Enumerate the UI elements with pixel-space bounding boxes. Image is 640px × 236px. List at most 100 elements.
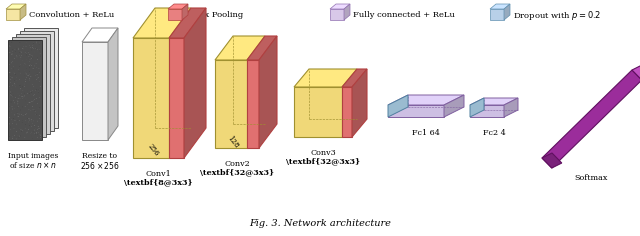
Point [33,48,43,52]
Point [5,45,15,48]
Point [21,43,31,47]
Point [20,84,30,88]
Point [28,130,38,133]
Point [20,94,30,98]
Polygon shape [470,105,504,117]
Polygon shape [184,8,206,158]
Point [6,110,17,114]
Polygon shape [24,28,58,128]
Text: 256: 256 [146,142,161,158]
Point [20,79,31,83]
Point [13,91,23,95]
Point [10,76,20,80]
Point [24,117,34,121]
Point [29,124,40,128]
Polygon shape [133,8,191,38]
Point [13,96,23,100]
Point [29,128,40,132]
Point [8,84,18,88]
Point [15,96,26,100]
Point [20,135,30,139]
Point [32,71,42,75]
Point [17,97,28,101]
Text: Fully connected + ReLu: Fully connected + ReLu [353,11,455,19]
Point [6,100,16,103]
Point [15,83,26,87]
Point [35,133,45,136]
Point [7,59,17,63]
Point [33,87,44,91]
Point [35,49,45,53]
Point [25,57,35,61]
Point [6,93,17,97]
Point [13,113,24,117]
Point [8,137,18,141]
Point [12,75,22,79]
Polygon shape [82,28,118,42]
Point [6,53,17,57]
Point [22,130,33,134]
Polygon shape [294,69,357,87]
Point [13,133,23,137]
Polygon shape [247,60,259,148]
Point [34,125,44,128]
Point [22,58,32,61]
Polygon shape [632,65,640,80]
Polygon shape [388,105,444,117]
Point [6,40,17,44]
Point [14,51,24,55]
Point [14,96,24,100]
Point [6,66,17,70]
Point [9,127,19,131]
Point [8,90,18,94]
Point [4,84,15,88]
Point [15,108,26,112]
Text: Conv2: Conv2 [224,160,250,168]
Point [31,78,42,81]
Point [28,42,38,46]
Point [20,119,30,123]
Point [30,126,40,130]
Point [33,90,43,94]
Point [26,130,36,134]
Point [24,74,34,78]
Text: Fig. 3. Network architecture: Fig. 3. Network architecture [249,219,391,228]
Point [11,100,21,104]
Point [15,55,26,59]
Polygon shape [490,9,504,20]
Point [20,99,31,103]
Point [21,67,31,70]
Point [8,93,19,97]
Point [22,89,33,93]
Text: of size $n \times n$: of size $n \times n$ [9,160,57,170]
Point [29,124,40,128]
Point [13,46,24,50]
Point [17,119,28,122]
Point [12,111,22,114]
Point [10,112,20,116]
Point [10,82,20,86]
Point [20,126,31,130]
Point [16,92,26,96]
Point [25,63,35,66]
Point [24,117,34,120]
Point [24,64,35,68]
Point [23,120,33,124]
Point [34,41,44,45]
Point [7,95,17,99]
Point [31,97,42,100]
Point [31,47,42,51]
Point [33,43,43,46]
Point [12,101,22,105]
Text: \textbf{8@3x3}: \textbf{8@3x3} [124,178,192,186]
Point [7,120,17,123]
Point [32,132,42,136]
Point [24,52,35,56]
Point [33,91,44,94]
Point [31,101,42,105]
Point [21,76,31,80]
Point [24,52,35,56]
Point [13,112,23,115]
Point [4,63,15,67]
Point [32,42,42,46]
